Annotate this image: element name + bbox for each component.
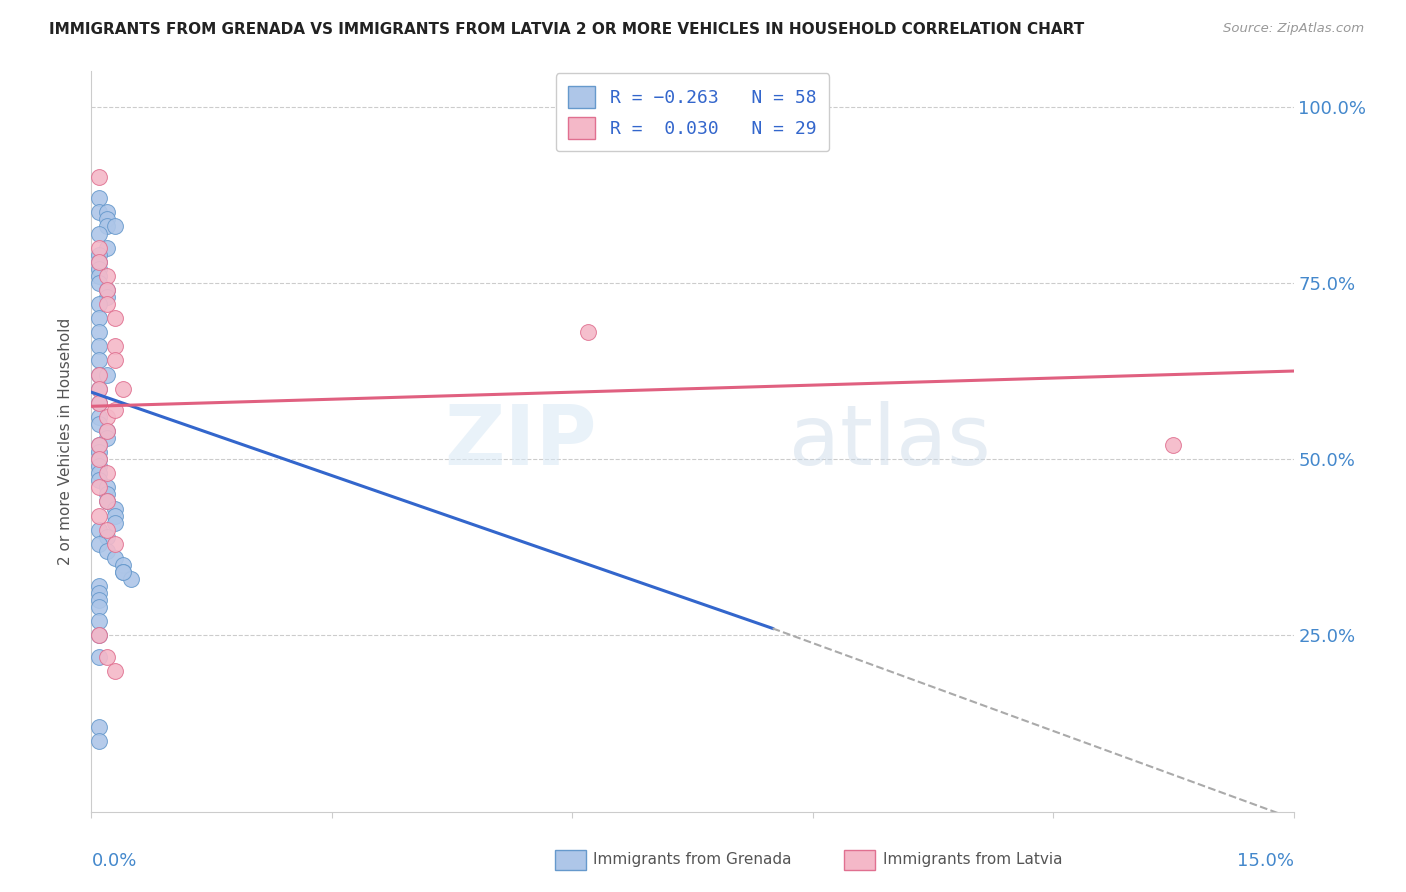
Point [89,382,111,396]
Point [96,523,118,537]
Point [96,268,118,283]
Point [576,325,599,339]
Point [89,409,111,424]
Point [112,382,135,396]
Point [96,424,118,438]
Point [89,382,111,396]
Point [89,297,111,311]
Point [89,170,111,185]
Text: 15.0%: 15.0% [1236,853,1294,871]
Point [89,368,111,382]
Point [104,402,127,417]
Point [96,649,118,664]
Point [89,396,111,410]
Point [96,424,118,438]
Point [89,480,111,494]
Point [89,649,111,664]
Point [89,396,111,410]
Point [89,438,111,452]
Point [96,487,118,501]
Point [96,283,118,297]
Point [104,664,127,678]
Point [89,628,111,642]
Point [96,290,118,304]
Point [89,227,111,241]
Point [89,325,111,339]
Text: ZIP: ZIP [444,401,596,482]
Point [89,445,111,459]
Text: IMMIGRANTS FROM GRENADA VS IMMIGRANTS FROM LATVIA 2 OR MORE VEHICLES IN HOUSEHOL: IMMIGRANTS FROM GRENADA VS IMMIGRANTS FR… [49,22,1084,37]
Point [104,353,127,368]
Text: 0.0%: 0.0% [91,853,136,871]
Point [89,353,111,368]
Point [89,467,111,481]
Point [96,368,118,382]
Legend: R = −0.263   N = 58, R =  0.030   N = 29: R = −0.263 N = 58, R = 0.030 N = 29 [555,73,830,152]
Point [89,254,111,268]
Point [1163,438,1185,452]
Text: atlas: atlas [789,401,990,482]
Point [121,572,143,586]
Point [89,191,111,205]
Point [89,254,111,268]
Point [104,537,127,551]
Point [89,734,111,748]
Point [89,537,111,551]
Point [104,311,127,326]
Point [96,205,118,219]
Point [96,431,118,445]
Point [89,579,111,593]
Point [96,283,118,297]
Point [89,261,111,276]
Point [104,339,127,353]
Point [96,467,118,481]
Point [104,501,127,516]
Point [89,720,111,734]
Point [89,276,111,290]
Point [89,473,111,487]
Point [96,409,118,424]
Point [89,339,111,353]
Point [89,417,111,431]
Point [89,523,111,537]
Point [104,516,127,530]
Point [96,494,118,508]
Point [112,565,135,579]
Text: Source: ZipAtlas.com: Source: ZipAtlas.com [1223,22,1364,36]
Point [96,212,118,227]
Point [96,297,118,311]
Point [89,615,111,629]
Point [89,586,111,600]
Y-axis label: 2 or more Vehicles in Household: 2 or more Vehicles in Household [58,318,73,566]
Point [96,494,118,508]
Point [89,248,111,262]
Point [96,480,118,494]
Point [96,241,118,255]
Text: Immigrants from Latvia: Immigrants from Latvia [883,853,1063,867]
Point [89,628,111,642]
Point [112,558,135,572]
Point [96,219,118,234]
Point [89,452,111,467]
Point [96,530,118,544]
Point [104,508,127,523]
Point [89,593,111,607]
Point [89,452,111,467]
Point [89,311,111,326]
Point [89,268,111,283]
Point [89,205,111,219]
Point [112,565,135,579]
Point [89,459,111,474]
Text: Immigrants from Grenada: Immigrants from Grenada [593,853,792,867]
Point [89,600,111,615]
Point [104,550,127,565]
Point [89,438,111,452]
Point [104,219,127,234]
Point [89,241,111,255]
Point [89,508,111,523]
Point [89,368,111,382]
Point [96,544,118,558]
